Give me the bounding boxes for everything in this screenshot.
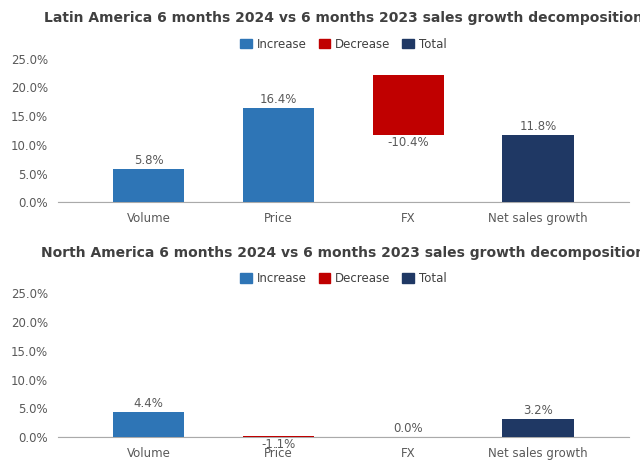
Legend: Increase, Decrease, Total: Increase, Decrease, Total bbox=[236, 33, 451, 55]
Title: North America 6 months 2024 vs 6 months 2023 sales growth decomposition: North America 6 months 2024 vs 6 months … bbox=[42, 246, 640, 260]
Text: 4.4%: 4.4% bbox=[134, 397, 164, 410]
Bar bbox=[372, 75, 444, 135]
Text: 3.2%: 3.2% bbox=[523, 404, 553, 417]
Text: -10.4%: -10.4% bbox=[387, 136, 429, 149]
Text: 16.4%: 16.4% bbox=[260, 93, 297, 106]
Text: 0.0%: 0.0% bbox=[394, 422, 423, 435]
Bar bbox=[113, 412, 184, 437]
Legend: Increase, Decrease, Total: Increase, Decrease, Total bbox=[236, 268, 451, 290]
Bar bbox=[243, 436, 314, 437]
Bar bbox=[243, 108, 314, 203]
Text: 11.8%: 11.8% bbox=[520, 120, 557, 133]
Text: 5.8%: 5.8% bbox=[134, 154, 164, 167]
Title: Latin America 6 months 2024 vs 6 months 2023 sales growth decomposition: Latin America 6 months 2024 vs 6 months … bbox=[44, 11, 640, 25]
Bar bbox=[113, 169, 184, 203]
Bar bbox=[502, 135, 573, 203]
Bar bbox=[502, 419, 573, 437]
Text: -1.1%: -1.1% bbox=[261, 439, 296, 451]
